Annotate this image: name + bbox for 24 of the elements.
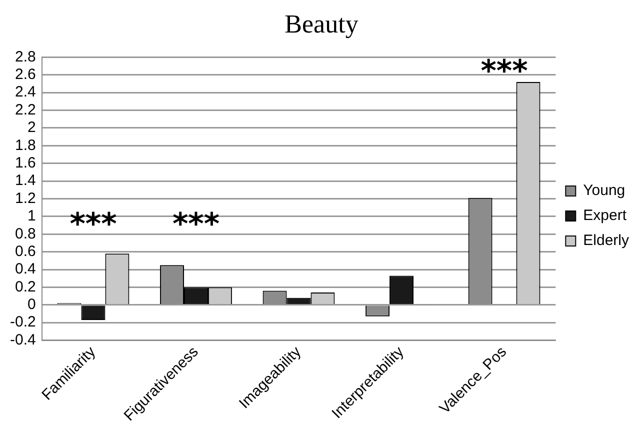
y-tick-label: 2.2 (14, 101, 36, 118)
y-tick-label: 0.8 (14, 225, 36, 242)
y-tick-label: 1 (28, 208, 36, 225)
annotation: *** (480, 54, 528, 89)
y-tick-label: 2.6 (14, 66, 36, 84)
y-tick-label: 1.4 (14, 172, 36, 190)
y-tick-label: 1.6 (14, 154, 36, 172)
legend-label: Elderly (583, 232, 630, 250)
legend-label: Young (583, 182, 626, 200)
y-tick-label: 0.6 (14, 242, 36, 260)
y-tick-label: -0.4 (10, 331, 36, 348)
annotation: *** (172, 206, 220, 242)
y-tick-label: 0.4 (14, 260, 36, 278)
y-tick-label: 0.2 (14, 278, 36, 296)
y-tick-label: -0.2 (10, 314, 36, 331)
y-tick-label: 2.4 (14, 84, 36, 101)
y-tick-label: 0 (28, 296, 36, 314)
y-tick-label: 2 (28, 119, 36, 136)
annotation: *** (70, 206, 118, 242)
y-tick-label: 1.2 (14, 190, 36, 207)
legend-label: Expert (583, 207, 628, 224)
y-tick-label: 1.8 (14, 136, 36, 154)
y-tick-label: 2.8 (14, 48, 36, 66)
chart-title: Beauty (284, 9, 358, 38)
